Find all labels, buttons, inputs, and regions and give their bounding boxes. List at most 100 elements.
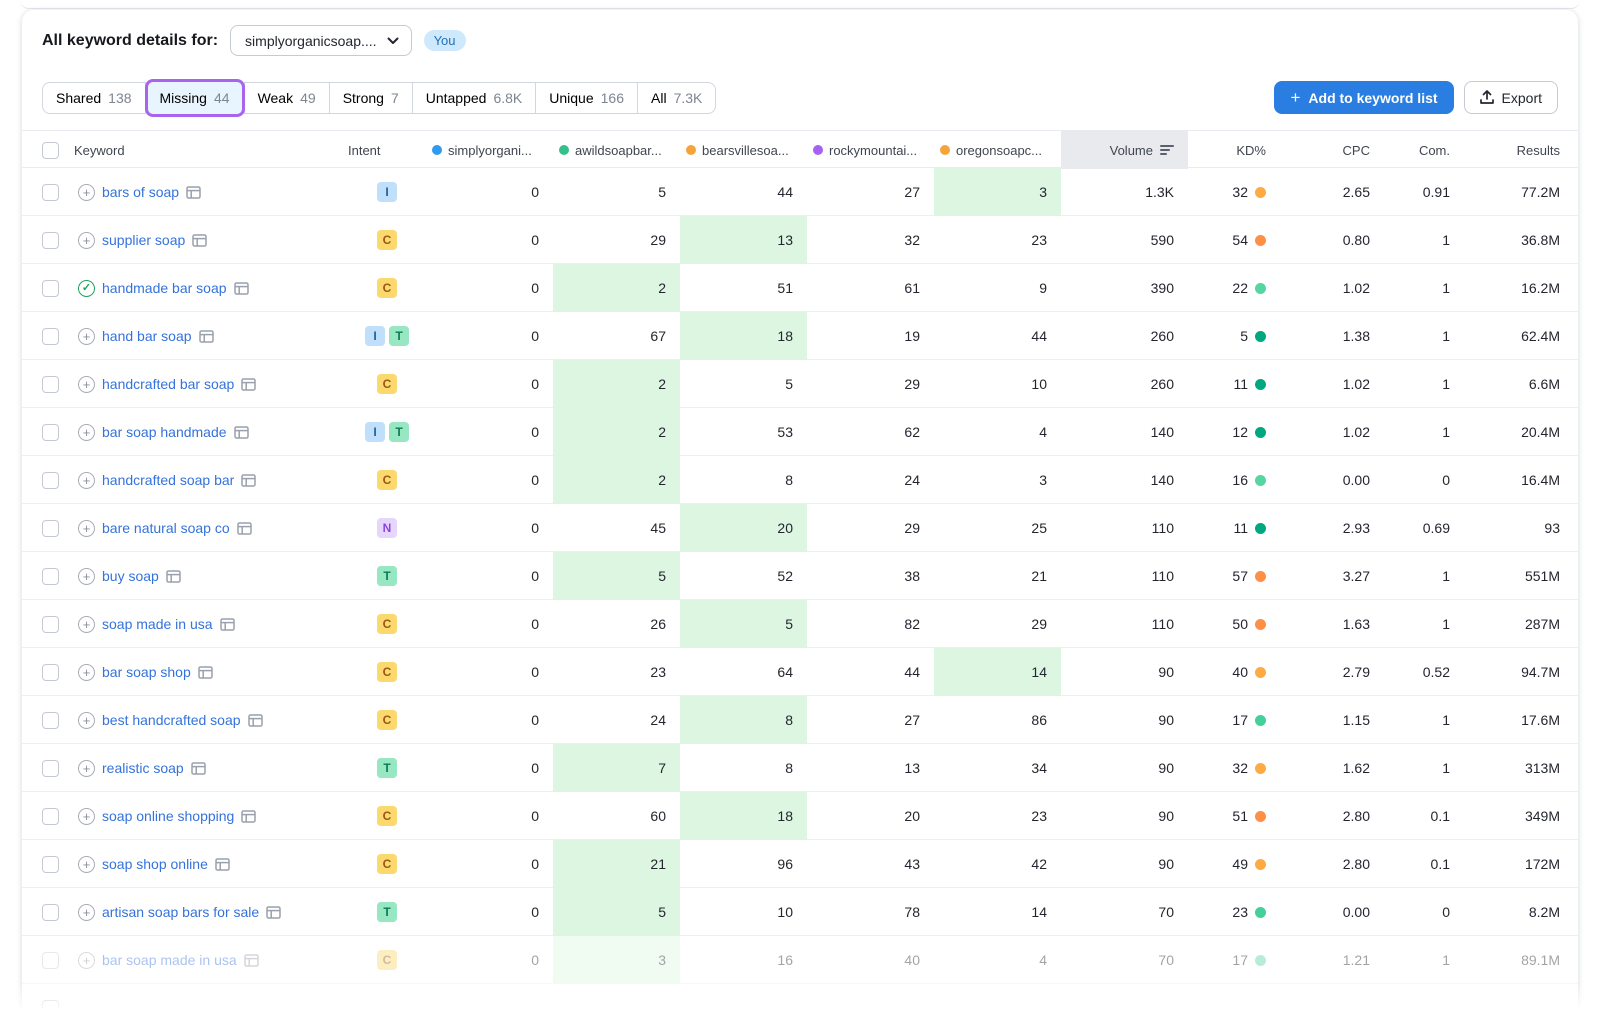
column-header-kd[interactable]: KD% [1236,142,1266,158]
keyword-link[interactable]: realistic soap [102,760,184,776]
domain-dropdown[interactable]: simplyorganicsoap.... [230,25,412,56]
serp-features-icon[interactable] [197,665,213,679]
column-header-competitor-2[interactable]: awildsoapbar... [553,131,680,169]
column-header-intent[interactable]: Intent [348,142,381,158]
keyword-link[interactable]: bare natural soap co [102,520,230,536]
column-header-volume[interactable]: Volume [1061,131,1188,169]
add-keyword-icon[interactable]: + [78,519,95,537]
select-all-checkbox[interactable] [42,141,59,159]
competitor-dot-icon [686,145,696,155]
serp-features-icon[interactable] [233,281,249,295]
serp-features-icon[interactable] [241,473,257,487]
serp-features-icon[interactable] [236,521,252,535]
serp-features-icon[interactable] [241,809,257,823]
add-keyword-icon[interactable]: + [78,903,95,921]
row-checkbox[interactable] [42,231,59,249]
row-checkbox[interactable] [42,615,59,633]
row-checkbox[interactable] [42,423,59,441]
row-checkbox[interactable] [42,759,59,777]
kd-cell: 12 [1188,408,1280,456]
add-keyword-icon[interactable]: + [78,375,95,393]
tab-unique[interactable]: Unique 166 [535,81,638,114]
keyword-link[interactable]: bar soap made in usa [102,952,237,968]
tab-untapped[interactable]: Untapped 6.8K [411,81,537,114]
keyword-link[interactable]: hand bar soap [102,328,192,344]
row-checkbox[interactable] [42,279,59,297]
add-keyword-icon[interactable]: + [78,471,95,489]
tab-weak[interactable]: Weak 49 [243,81,330,114]
intent-badge-c: C [377,278,397,298]
add-to-keyword-list-button[interactable]: + Add to keyword list [1274,81,1454,114]
keyword-link[interactable]: handcrafted soap bar [102,472,235,488]
row-checkbox[interactable] [42,807,59,825]
serp-features-icon[interactable] [190,761,206,775]
add-keyword-icon[interactable]: + [78,423,95,441]
serp-features-icon[interactable] [198,329,214,343]
tab-all[interactable]: All 7.3K [637,81,717,114]
serp-features-icon[interactable] [266,905,281,919]
add-keyword-icon[interactable]: + [78,711,95,729]
add-keyword-icon[interactable]: + [78,231,95,249]
column-header-competitor-1[interactable]: simplyorgani... [426,131,553,169]
tab-strong[interactable]: Strong 7 [328,81,413,114]
column-header-results[interactable]: Results [1516,142,1560,158]
keyword-link[interactable]: soap online shopping [102,808,235,824]
keyword-link[interactable]: bar soap handmade [102,424,227,440]
keyword-link[interactable]: soap shop online [102,856,208,872]
serp-features-icon[interactable] [219,617,235,631]
serp-features-icon[interactable] [247,713,263,727]
column-header-competitor-3[interactable]: bearsvillesoa... [680,131,807,169]
serp-features-icon[interactable] [241,377,257,391]
row-checkbox[interactable] [42,471,59,489]
added-check-icon[interactable]: ✓ [78,279,95,297]
add-keyword-icon[interactable]: + [78,615,95,633]
add-keyword-icon[interactable]: + [78,855,95,873]
competitor-name: awildsoapbar... [575,142,662,158]
column-header-cpc[interactable]: CPC [1342,142,1370,158]
keyword-link[interactable]: bar soap shop [102,664,191,680]
keyword-link[interactable]: handmade bar soap [102,280,227,296]
row-checkbox[interactable] [42,951,59,969]
column-header-keyword[interactable]: Keyword [74,142,125,158]
serp-features-icon[interactable] [186,185,201,199]
row-checkbox[interactable] [42,711,59,729]
tab-shared[interactable]: Shared 138 [42,81,146,114]
keyword-link[interactable]: soap made in usa [102,616,213,632]
keyword-link[interactable]: bars of soap [102,184,180,200]
serp-features-icon[interactable] [243,953,259,967]
serp-features-icon[interactable] [192,233,208,247]
column-header-com[interactable]: Com. [1418,142,1450,158]
column-header-competitor-5[interactable]: oregonsoapc... [934,131,1061,169]
position-cell: 0 [531,184,539,200]
keyword-link[interactable]: handcrafted bar soap [102,376,235,392]
keyword-link[interactable]: artisan soap bars for sale [102,904,260,920]
row-checkbox[interactable] [42,519,59,537]
row-checkbox[interactable] [42,183,59,201]
row-checkbox-cell [22,216,74,264]
tab-missing[interactable]: Missing 44 [144,78,245,117]
keyword-link[interactable]: buy soap [102,568,159,584]
row-checkbox[interactable] [42,663,59,681]
column-header-competitor-4[interactable]: rockymountai... [807,131,934,169]
row-checkbox[interactable] [42,375,59,393]
keyword-link[interactable]: best handcrafted soap [102,712,241,728]
export-button[interactable]: Export [1463,81,1558,114]
serp-features-icon[interactable] [215,857,230,871]
add-keyword-icon[interactable]: + [78,663,95,681]
keyword-link[interactable]: supplier soap [102,232,186,248]
row-checkbox[interactable] [42,855,59,873]
add-keyword-icon[interactable]: + [78,807,95,825]
intent-badge-t: T [389,326,409,346]
add-keyword-icon[interactable]: + [78,759,95,777]
serp-features-icon[interactable] [166,569,181,583]
row-checkbox[interactable] [42,327,59,345]
add-keyword-icon[interactable]: + [78,327,95,345]
add-keyword-icon[interactable]: + [78,183,95,201]
row-checkbox[interactable] [42,903,59,921]
row-checkbox[interactable] [42,567,59,585]
results-cell: 551M [1524,568,1560,584]
add-keyword-icon[interactable]: + [78,567,95,585]
row-checkbox[interactable] [42,999,59,1009]
add-keyword-icon[interactable]: + [78,951,95,969]
serp-features-icon[interactable] [233,425,249,439]
